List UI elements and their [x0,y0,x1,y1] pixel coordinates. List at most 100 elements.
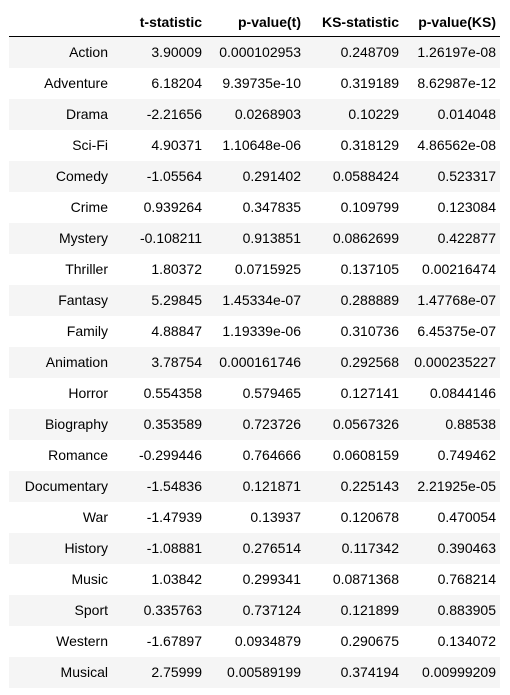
table-row: Romance -0.299446 0.764666 0.0608159 0.74946… [9,439,500,471]
row-label: Western [56,633,108,649]
table-row: Family 4.88847 1.19339e-06 0.310736 6.45375e… [9,315,500,347]
cell-t-statistic: 1.80372 [151,261,202,277]
row-label: Musical [60,664,108,680]
cell-t-statistic: -1.54836 [146,478,202,494]
row-label: Adventure [44,75,108,91]
cell-p-value-ks: 6.45375e-07 [417,323,496,339]
cell-p-value-ks: 0.00999209 [422,664,496,680]
cell-t-statistic: -0.299446 [138,447,202,463]
cell-ks-statistic: 0.290675 [340,633,399,649]
table-row: Crime 0.939264 0.347835 0.109799 0.123084 [9,191,500,223]
cell-p-value-ks: 2.21925e-05 [417,478,496,494]
table-row: Action 3.90009 0.000102953 0.248709 1.26197e… [9,36,500,68]
cell-ks-statistic: 0.0567326 [332,416,399,432]
cell-p-value-t: 0.299341 [242,571,301,587]
cell-p-value-ks: 0.123084 [437,199,496,215]
row-label: Drama [65,106,108,122]
cell-p-value-t: 0.723726 [242,416,301,432]
row-label: Thriller [65,261,108,277]
cell-p-value-t: 0.121871 [242,478,301,494]
cell-p-value-ks: 0.768214 [437,571,496,587]
table-row: Animation 3.78754 0.000161746 0.292568 0.000… [9,346,500,378]
row-label: Crime [70,199,108,215]
cell-p-value-ks: 0.523317 [437,168,496,184]
cell-p-value-ks: 0.422877 [437,230,496,246]
cell-ks-statistic: 0.127141 [340,385,399,401]
cell-ks-statistic: 0.0588424 [332,168,399,184]
cell-t-statistic: 0.939264 [143,199,202,215]
row-label: Action [69,44,108,61]
cell-ks-statistic: 0.248709 [340,44,399,61]
cell-ks-statistic: 0.10229 [348,106,399,122]
cell-p-value-t: 0.913851 [242,230,301,246]
row-label: Romance [48,447,108,463]
cell-p-value-ks: 0.0844146 [429,385,496,401]
row-label: Mystery [59,230,108,246]
cell-t-statistic: -1.05564 [146,168,202,184]
cell-ks-statistic: 0.318129 [340,137,399,153]
cell-t-statistic: 3.78754 [151,354,202,370]
cell-t-statistic: 6.18204 [151,75,202,91]
cell-t-statistic: -2.21656 [146,106,202,122]
index-header [9,7,112,37]
cell-p-value-t: 0.13937 [250,509,301,525]
cell-t-statistic: 3.90009 [151,44,202,61]
row-label: Music [71,571,108,587]
cell-ks-statistic: 0.310736 [340,323,399,339]
cell-ks-statistic: 0.0871368 [332,571,399,587]
cell-p-value-ks: 0.000235227 [414,354,496,370]
table-row: Western -1.67897 0.0934879 0.290675 0.134072 [9,625,500,657]
cell-p-value-ks: 0.390463 [437,540,496,556]
column-header-p-value-ks: p-value(KS) [403,7,500,37]
table-row: Thriller 1.80372 0.0715925 0.137105 0.002164… [9,253,500,285]
cell-t-statistic: 0.353589 [143,416,202,432]
cell-p-value-t: 0.000161746 [219,354,301,370]
table-row: Fantasy 5.29845 1.45334e-07 0.288889 1.47768… [9,284,500,316]
cell-t-statistic: 1.03842 [151,571,202,587]
row-label: Comedy [55,168,108,184]
cell-p-value-t: 1.45334e-07 [222,292,301,308]
table-row: Biography 0.353589 0.723726 0.0567326 0.8853… [9,408,500,440]
cell-p-value-t: 1.10648e-06 [222,137,301,153]
cell-p-value-t: 0.0268903 [234,106,301,122]
cell-p-value-ks: 0.470054 [437,509,496,525]
cell-p-value-ks: 0.88538 [445,416,496,432]
cell-ks-statistic: 0.374194 [340,664,399,680]
cell-t-statistic: -1.47939 [146,509,202,525]
cell-t-statistic: 0.335763 [143,602,202,618]
cell-p-value-ks: 0.883905 [437,602,496,618]
cell-p-value-ks: 1.26197e-08 [417,44,496,61]
cell-p-value-t: 0.347835 [242,199,301,215]
cell-p-value-ks: 0.749462 [437,447,496,463]
table-row: Mystery -0.108211 0.913851 0.0862699 0.42287… [9,222,500,254]
cell-ks-statistic: 0.0862699 [332,230,399,246]
cell-t-statistic: -1.08881 [146,540,202,556]
table-row: Sport 0.335763 0.737124 0.121899 0.883905 [9,594,500,626]
cell-ks-statistic: 0.0608159 [332,447,399,463]
cell-t-statistic: 4.88847 [151,323,202,339]
table-row: Adventure 6.18204 9.39735e-10 0.319189 8.629… [9,67,500,99]
cell-p-value-ks: 4.86562e-08 [417,137,496,153]
cell-ks-statistic: 0.225143 [340,478,399,494]
row-label: Horror [68,385,108,401]
cell-t-statistic: -0.108211 [139,230,202,246]
cell-p-value-t: 1.19339e-06 [222,323,301,339]
row-label: History [64,540,108,556]
cell-p-value-t: 0.0934879 [234,633,301,649]
cell-ks-statistic: 0.117342 [341,540,399,556]
row-label: Sport [74,602,108,618]
table-row: Horror 0.554358 0.579465 0.127141 0.0844146 [9,377,500,409]
cell-p-value-ks: 0.014048 [437,106,496,122]
cell-ks-statistic: 0.121899 [340,602,399,618]
row-label: Sci-Fi [72,137,108,153]
column-header-p-value-t: p-value(t) [206,7,305,37]
cell-ks-statistic: 0.137105 [340,261,399,277]
cell-p-value-t: 0.291402 [242,168,301,184]
row-label: Family [66,323,108,339]
cell-p-value-t: 9.39735e-10 [222,75,301,91]
row-label: Documentary [24,478,108,494]
cell-p-value-ks: 8.62987e-12 [417,75,496,91]
cell-ks-statistic: 0.292568 [340,354,399,370]
row-label: Fantasy [58,292,108,308]
